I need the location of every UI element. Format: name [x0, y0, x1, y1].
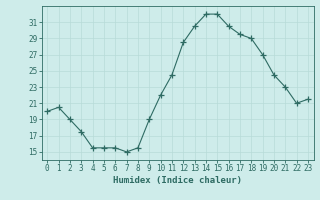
X-axis label: Humidex (Indice chaleur): Humidex (Indice chaleur) — [113, 176, 242, 185]
